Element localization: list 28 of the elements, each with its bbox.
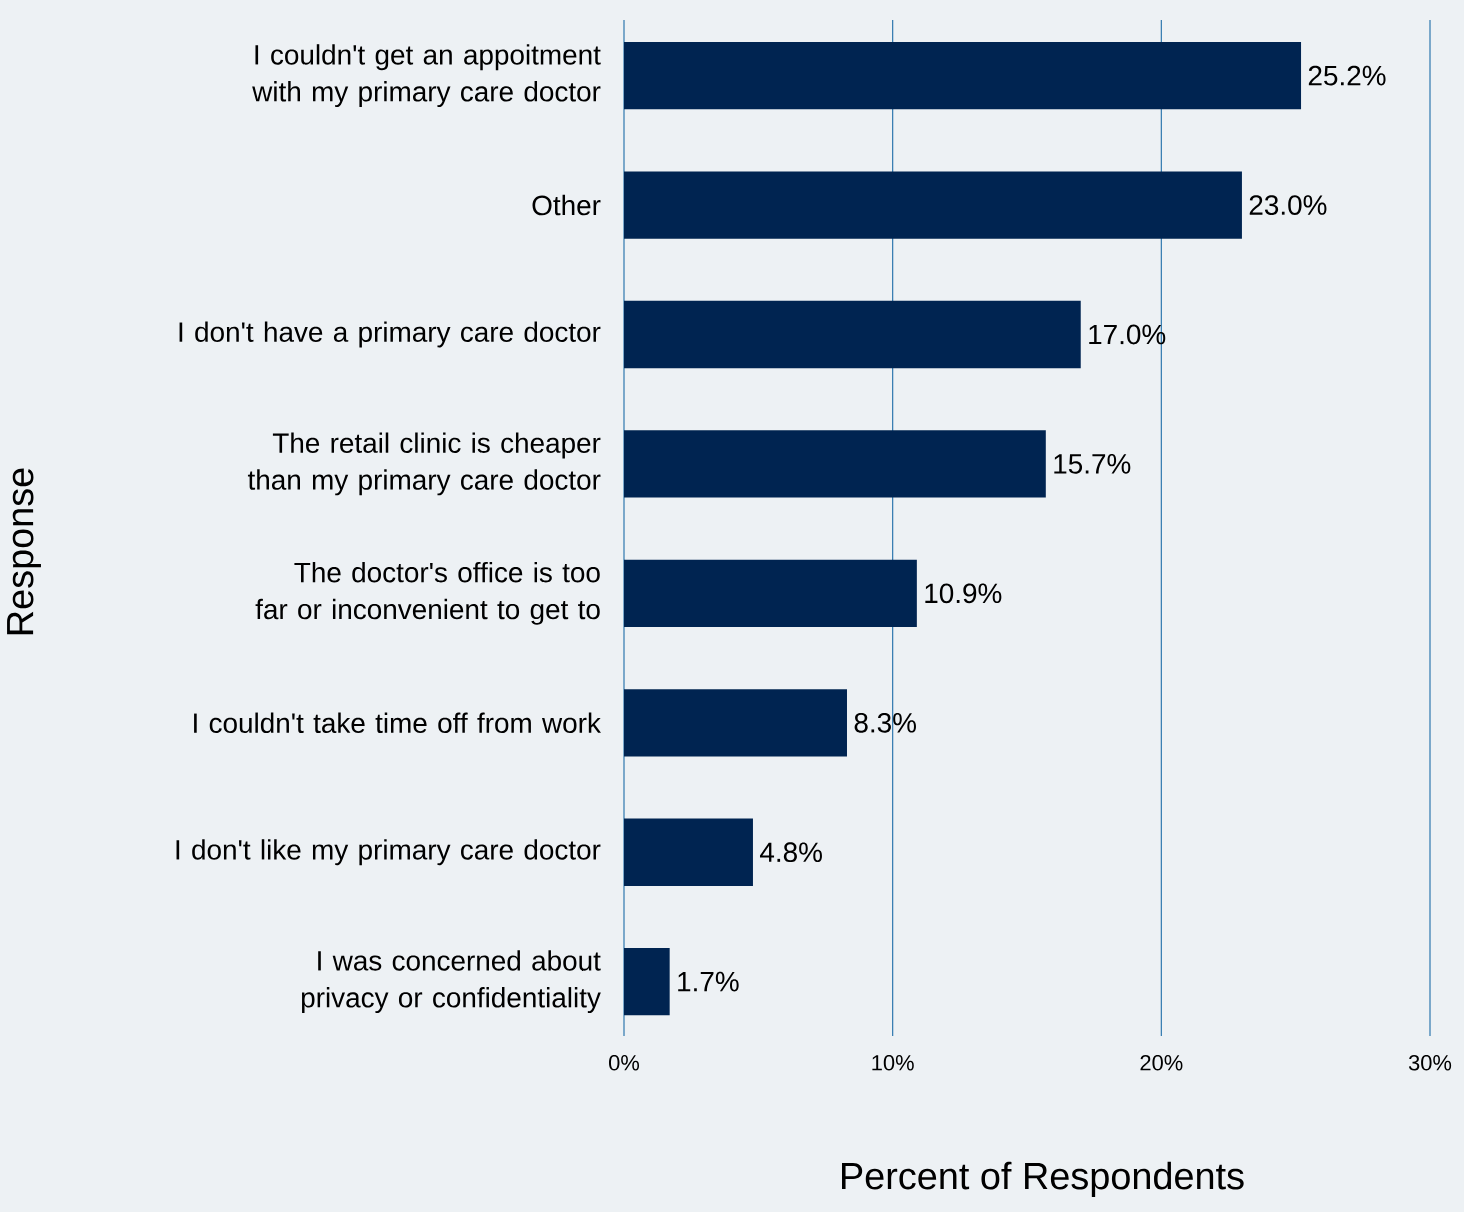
x-axis-title: Percent of Respondents [842,1161,1244,1197]
bar [624,948,670,1016]
bar [624,171,1242,239]
x-tick-label: 20% [1140,1055,1183,1071]
data-label: 25.2% [1308,65,1386,86]
y-tick-label: I was concerned about privacy or confidentiality [301,950,601,1014]
bar [624,559,917,628]
x-tick-label: 0% [609,1055,640,1071]
x-tick-label: 10% [872,1055,914,1071]
data-label: 10.9% [925,583,1002,604]
y-tick-label: I couldn't get an appoitment with my primary care doctor [252,44,601,108]
bar [624,689,847,757]
bar [624,430,1046,498]
data-label: 15.7% [1054,454,1131,474]
y-tick-label: The retail clinic is cheaper than my primary care doctor [247,432,601,496]
y-tick-label: I don't have a primary care doctor [179,321,601,348]
data-label: 23.0% [1249,195,1327,215]
bar [624,41,1302,110]
data-label: 4.8% [759,842,822,863]
bar [624,300,1081,369]
y-axis-title: Response [7,468,41,635]
y-tick-label: I don't like my primary care doctor [176,839,601,866]
y-tick-label: I couldn't take time off from work [194,712,601,734]
data-label: 1.7% [678,971,739,992]
y-tick-label: Other [532,194,601,216]
x-tick-label: 30% [1408,1055,1452,1071]
bar [624,818,753,886]
y-tick-label: The doctor's office is too far or inconvenient to get to [255,561,600,625]
